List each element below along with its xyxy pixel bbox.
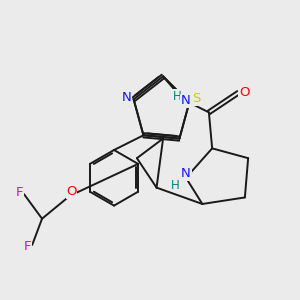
Text: O: O — [66, 185, 77, 198]
Text: O: O — [239, 86, 250, 99]
Text: F: F — [15, 186, 23, 199]
Text: F: F — [24, 240, 31, 253]
Text: N: N — [122, 91, 131, 104]
Text: N: N — [181, 167, 191, 180]
Text: S: S — [192, 92, 201, 105]
Text: H: H — [171, 178, 180, 191]
Text: N: N — [181, 94, 191, 107]
Text: H: H — [172, 89, 181, 103]
